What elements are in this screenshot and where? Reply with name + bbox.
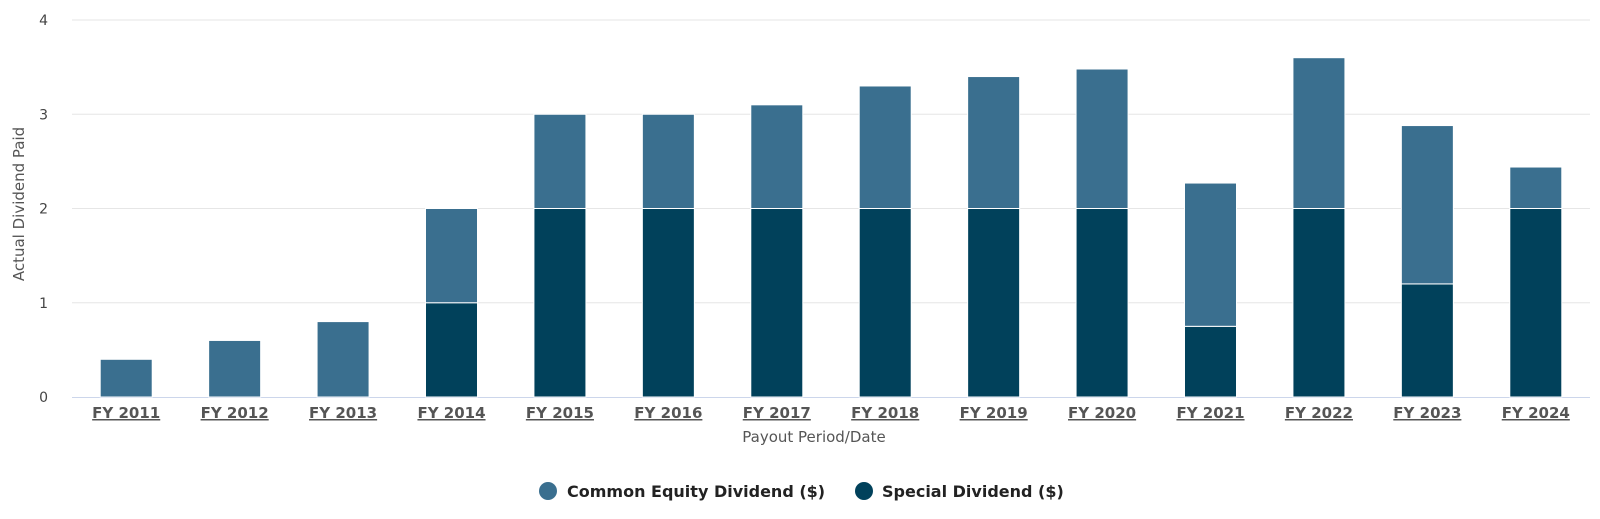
legend-marker-special-dividend	[855, 482, 873, 500]
bar-special-dividend-fy-2014[interactable]	[425, 302, 478, 398]
bar-special-dividend-fy-2015[interactable]	[533, 208, 587, 398]
x-tick-label[interactable]: FY 2021	[1176, 404, 1244, 422]
x-tick-label[interactable]: FY 2018	[851, 404, 919, 422]
x-tick-label[interactable]: FY 2023	[1393, 404, 1461, 422]
bar-special-dividend-fy-2019[interactable]	[967, 208, 1021, 398]
legend-marker-common-equity	[539, 482, 557, 500]
x-tick-label[interactable]: FY 2017	[743, 404, 811, 422]
grid-layer	[72, 19, 1590, 398]
x-tick-label[interactable]: FY 2015	[526, 404, 594, 422]
x-tick-label[interactable]: FY 2024	[1502, 404, 1570, 422]
x-tick-label[interactable]: FY 2014	[417, 404, 485, 422]
bar-special-dividend-fy-2018[interactable]	[858, 208, 912, 398]
x-axis-title: Payout Period/Date	[742, 428, 885, 446]
legend: Common Equity Dividend ($) Special Divid…	[539, 482, 1064, 501]
legend-label-special-dividend: Special Dividend ($)	[882, 482, 1064, 501]
bar-common-equity-fy-2013[interactable]	[316, 321, 370, 398]
y-tick-label: 3	[39, 107, 48, 123]
bar-common-equity-fy-2020[interactable]	[1075, 68, 1129, 210]
bar-special-dividend-fy-2023[interactable]	[1400, 283, 1454, 398]
x-tick-label[interactable]: FY 2011	[92, 404, 160, 422]
x-tick-label[interactable]: FY 2019	[960, 404, 1028, 422]
bar-common-equity-fy-2022[interactable]	[1292, 57, 1346, 210]
bar-special-dividend-fy-2022[interactable]	[1292, 208, 1346, 398]
y-tick-label: 2	[39, 202, 48, 218]
bar-common-equity-fy-2024[interactable]	[1509, 166, 1563, 209]
x-tick-label[interactable]: FY 2013	[309, 404, 377, 422]
bar-common-equity-fy-2019[interactable]	[967, 76, 1021, 209]
x-tick-label[interactable]: FY 2022	[1285, 404, 1353, 422]
y-axis-title: Actual Dividend Paid	[10, 127, 28, 281]
y-tick-label: 4	[39, 13, 48, 29]
x-tick-label[interactable]: FY 2012	[201, 404, 269, 422]
bar-common-equity-fy-2023[interactable]	[1400, 125, 1454, 285]
bar-common-equity-fy-2017[interactable]	[750, 104, 804, 209]
bar-common-equity-fy-2011[interactable]	[99, 358, 153, 398]
bar-common-equity-fy-2012[interactable]	[208, 339, 262, 398]
bar-special-dividend-fy-2020[interactable]	[1075, 208, 1129, 398]
bar-special-dividend-fy-2021[interactable]	[1184, 325, 1237, 398]
bar-special-dividend-fy-2017[interactable]	[750, 208, 804, 398]
bar-special-dividend-fy-2016[interactable]	[641, 208, 695, 398]
x-axis-ticks: FY 2011 FY 2012 FY 2013 FY 2014 FY 2015 FY 20…	[92, 404, 1570, 422]
legend-item-common-equity[interactable]: Common Equity Dividend ($)	[539, 482, 825, 501]
bar-special-dividend-fy-2024[interactable]	[1509, 208, 1563, 398]
legend-label-common-equity: Common Equity Dividend ($)	[567, 482, 825, 501]
y-tick-label: 0	[39, 390, 48, 406]
bar-common-equity-fy-2014[interactable]	[425, 208, 478, 304]
bar-common-equity-fy-2015[interactable]	[533, 113, 587, 209]
x-tick-label[interactable]: FY 2016	[634, 404, 702, 422]
bars-layer	[99, 57, 1563, 398]
bar-common-equity-fy-2021[interactable]	[1184, 182, 1237, 327]
bar-common-equity-fy-2018[interactable]	[858, 85, 912, 209]
bar-common-equity-fy-2016[interactable]	[641, 113, 695, 209]
y-tick-label: 1	[39, 296, 48, 312]
x-tick-label[interactable]: FY 2020	[1068, 404, 1136, 422]
y-axis-ticks: 0 1 2 3 4	[39, 13, 48, 406]
legend-item-special-dividend[interactable]: Special Dividend ($)	[855, 482, 1064, 501]
